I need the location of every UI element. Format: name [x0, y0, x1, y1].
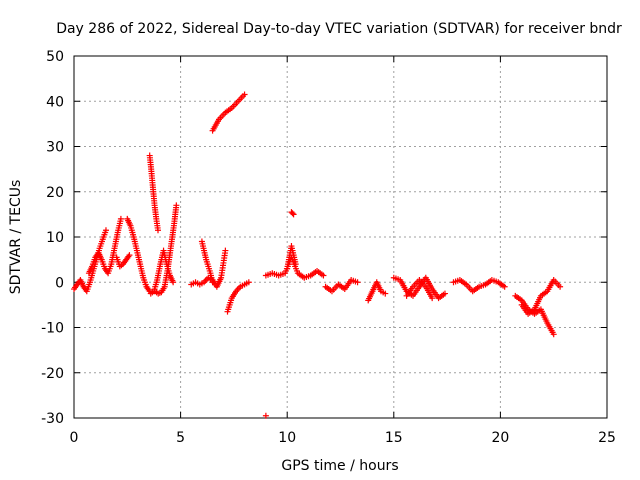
data-point [289, 210, 296, 217]
series-arc-16 [322, 276, 361, 295]
y-tick-label: 0 [55, 275, 64, 291]
data-point [245, 279, 252, 286]
series-arc-20 [450, 276, 508, 295]
series-arc-15 [288, 209, 297, 218]
data-point [241, 91, 248, 98]
y-tick-label: 10 [46, 230, 64, 246]
data-point [262, 412, 269, 419]
series-arc-4 [124, 215, 153, 295]
data-point [557, 283, 564, 290]
data-point [209, 279, 216, 286]
x-tick-label: 15 [385, 430, 403, 446]
data-point [354, 279, 361, 286]
axis-ticks: 0 5 10 15 20 25 -30 -20 -10 0 10 20 30 40 50 [41, 49, 616, 446]
data-point [117, 215, 124, 222]
data-marks [71, 91, 564, 419]
series-arc-13 [262, 254, 327, 281]
data-point [429, 295, 436, 302]
x-tick-label: 20 [491, 430, 509, 446]
x-axis-label: GPS time / hours [281, 458, 398, 474]
series-arc-14 [284, 243, 299, 272]
series-arc-12 [262, 412, 269, 419]
series-arc-2 [85, 215, 124, 277]
y-tick-label: -10 [41, 321, 64, 337]
y-tick-label: 30 [46, 140, 64, 156]
data-point [170, 279, 177, 286]
series-arc-8 [188, 247, 229, 290]
x-tick-label: 10 [278, 430, 296, 446]
data-point [292, 261, 299, 268]
y-tick-label: 20 [46, 185, 64, 201]
series-arc-19 [403, 276, 436, 302]
chart-title: Day 286 of 2022, Sidereal Day-to-day VTE… [56, 21, 622, 37]
y-tick-label: 40 [46, 94, 64, 110]
x-tick-label: 25 [598, 430, 616, 446]
data-point [222, 247, 229, 254]
data-point [501, 283, 508, 290]
data-point [382, 290, 389, 297]
data-point [550, 331, 557, 338]
x-tick-label: 5 [176, 430, 185, 446]
series-arc-11 [224, 279, 252, 315]
data-point [173, 202, 180, 209]
y-tick-label: 50 [46, 49, 64, 65]
y-axis-label: SDTVAR / TECUs [8, 180, 24, 295]
data-point [102, 227, 109, 234]
series-arc-10 [209, 91, 248, 134]
grid [74, 56, 607, 418]
series-arc-7 [152, 202, 180, 297]
y-tick-label: -20 [41, 366, 64, 382]
data-point [126, 252, 133, 259]
series-arc-5 [146, 152, 162, 234]
data-point [441, 290, 448, 297]
series-arc-3 [113, 252, 133, 270]
data-point [320, 272, 327, 279]
data-point [155, 227, 162, 234]
x-tick-label: 0 [70, 430, 79, 446]
data-point [290, 211, 297, 218]
y-tick-label: -30 [41, 411, 64, 427]
series-arc-9 [198, 238, 216, 286]
series-arc-22 [512, 292, 557, 338]
series-arc-17 [365, 279, 389, 304]
